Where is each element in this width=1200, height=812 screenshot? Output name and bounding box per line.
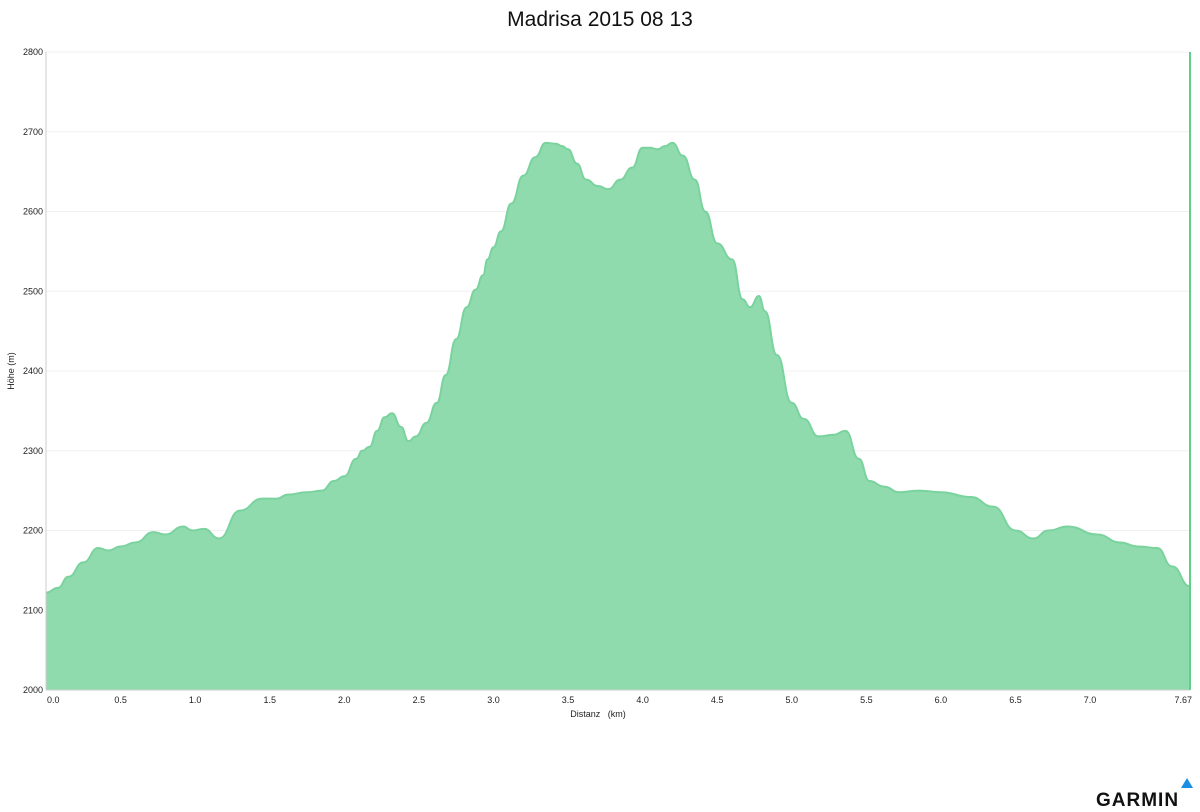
x-tick-label: 6.0 <box>935 695 948 705</box>
x-tick-label: 5.0 <box>786 695 799 705</box>
garmin-wordmark: GARMIN <box>1096 790 1180 811</box>
x-axis-ticks: 0.0 0.5 1.0 1.5 2.0 2.5 3.0 3.5 4.0 4.5 5.0 5.5 6.0 6… <box>47 695 1192 705</box>
y-tick-label: 2700 <box>23 127 43 137</box>
x-tick-label: 0.5 <box>114 695 127 705</box>
y-tick-label: 2200 <box>23 526 43 536</box>
y-tick-label: 2400 <box>23 366 43 376</box>
elevation-line <box>45 141 1191 594</box>
x-tick-label: 4.5 <box>711 695 724 705</box>
y-tick-label: 2500 <box>23 286 43 296</box>
garmin-logo: GARMIN <box>1096 778 1196 811</box>
x-tick-label: 2.0 <box>338 695 351 705</box>
x-tick-label: 2.5 <box>413 695 426 705</box>
x-tick-label: 3.0 <box>487 695 500 705</box>
elevation-area <box>46 142 1190 691</box>
chart-title: Madrisa 2015 08 13 <box>507 8 693 31</box>
y-tick-label: 2600 <box>23 207 43 217</box>
x-tick-label: 6.5 <box>1009 695 1022 705</box>
x-tick-label: 4.0 <box>636 695 649 705</box>
y-tick-label: 2300 <box>23 446 43 456</box>
x-tick-label: 1.5 <box>263 695 276 705</box>
y-axis-ticks: 2000 2100 2200 2300 2400 2500 2600 2700 2800 <box>23 47 43 695</box>
y-tick-label: 2100 <box>23 605 43 615</box>
x-tick-label: 3.5 <box>562 695 575 705</box>
x-tick-label: 1.0 <box>189 695 202 705</box>
y-tick-label: 2000 <box>23 685 43 695</box>
x-tick-label: 7.0 <box>1084 695 1097 705</box>
y-tick-label: 2800 <box>23 47 43 57</box>
x-axis-title: Distanz (km) <box>570 709 626 719</box>
x-tick-label: 7.67 <box>1174 695 1192 705</box>
garmin-triangle-icon <box>1181 778 1193 788</box>
x-tick-label: 5.5 <box>860 695 873 705</box>
x-tick-label: 0.0 <box>47 695 60 705</box>
y-axis-title: Höhe (m) <box>6 352 16 390</box>
